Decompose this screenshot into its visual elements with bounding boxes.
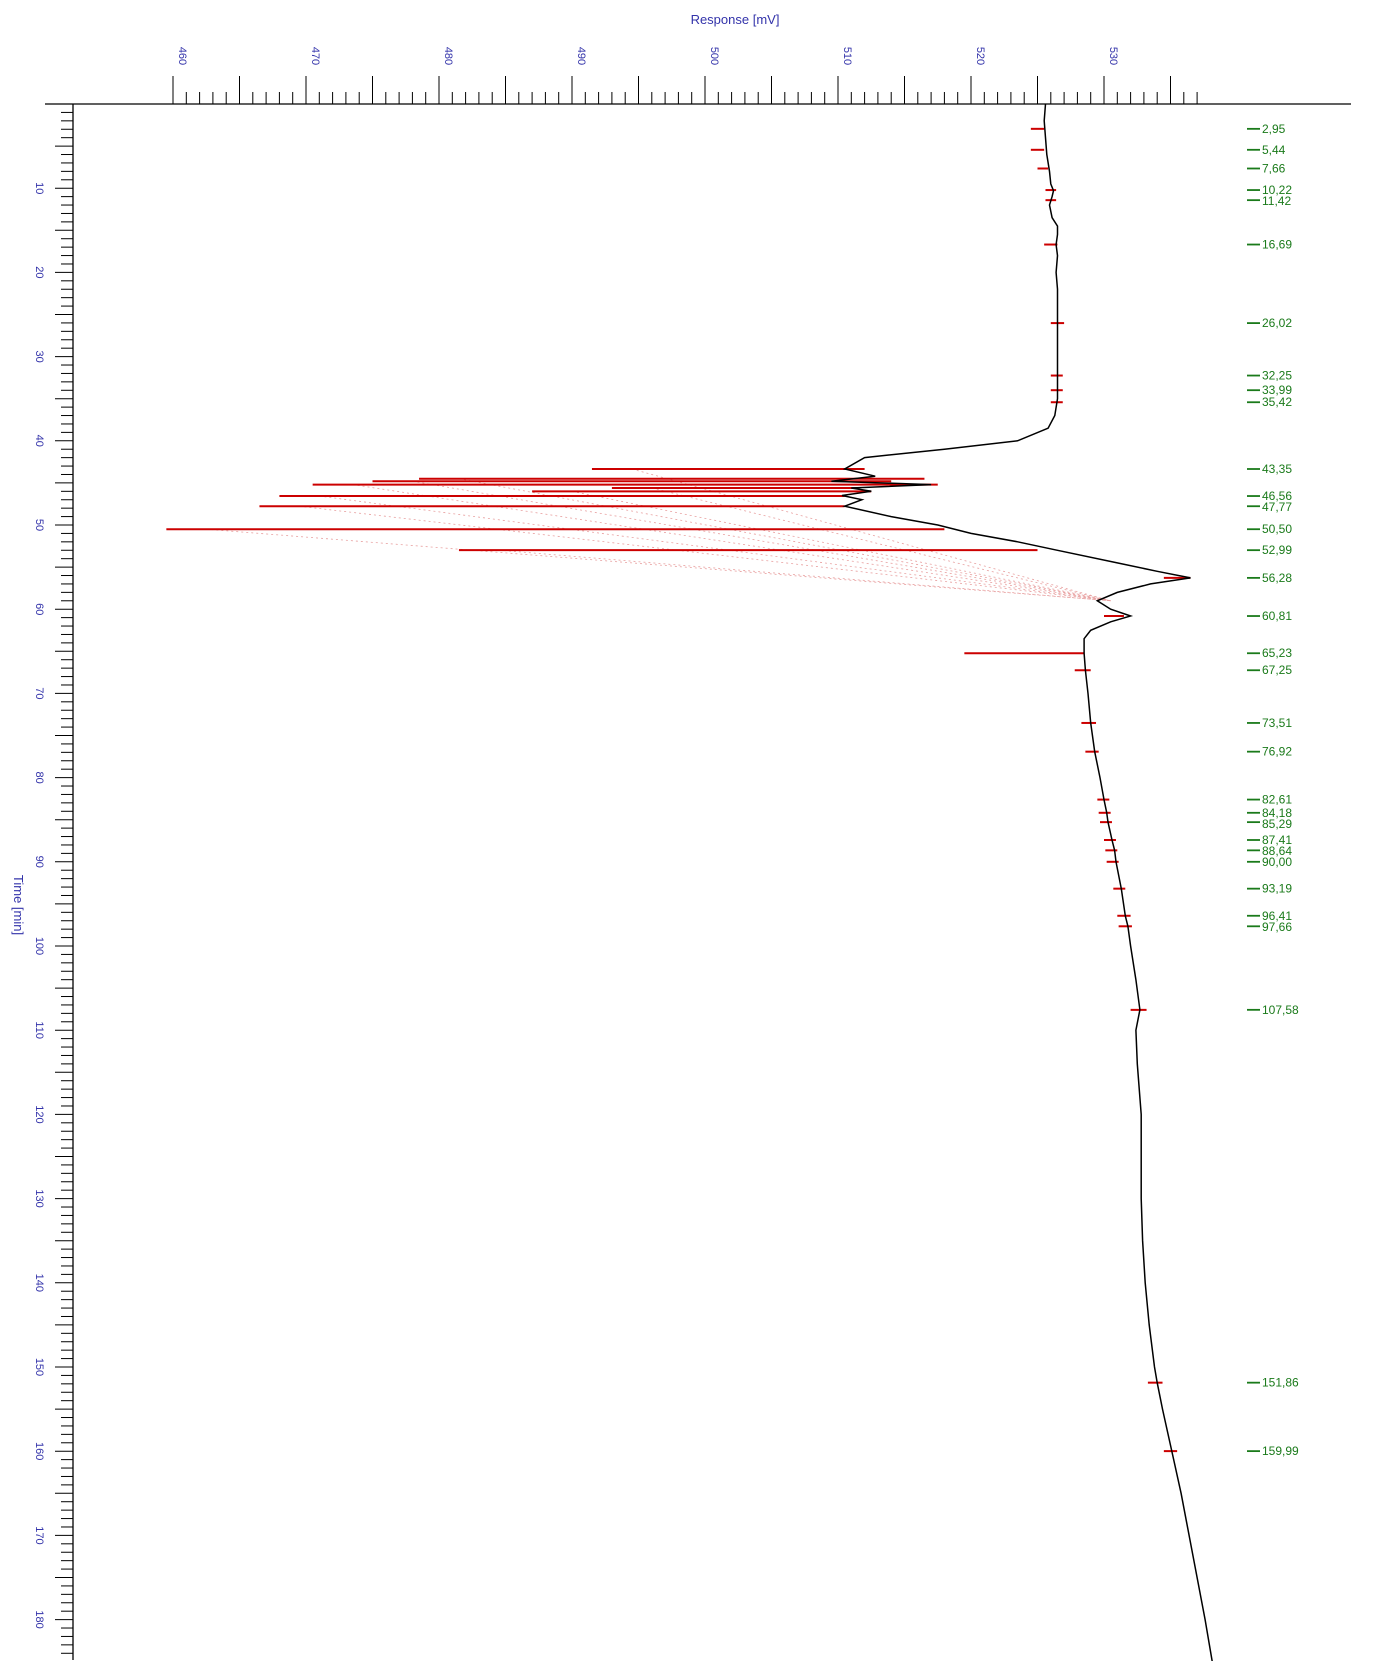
x-axis: 460 470 480 490 500 510 520 530 <box>45 47 1351 105</box>
retention-label: 65,23 <box>1262 646 1292 660</box>
retention-label: 35,42 <box>1262 395 1292 409</box>
retention-label: 87,41 <box>1262 833 1292 847</box>
retention-label: 85,29 <box>1262 817 1292 831</box>
peak-baseline <box>206 528 1111 602</box>
x-tick-label: 470 <box>309 47 321 65</box>
retention-label: 60,81 <box>1262 609 1292 623</box>
retention-label: 47,77 <box>1262 500 1292 514</box>
y-tick-label: 50 <box>33 519 45 531</box>
retention-label: 56,28 <box>1262 571 1292 585</box>
y-tick-label: 100 <box>33 937 45 955</box>
y-tick-label: 80 <box>33 771 45 783</box>
retention-label: 151,86 <box>1262 1376 1299 1390</box>
x-tick-label: 510 <box>841 47 853 65</box>
retention-label: 46,56 <box>1262 489 1292 503</box>
x-tick-label: 480 <box>442 47 454 65</box>
retention-label: 2,95 <box>1262 122 1286 136</box>
retention-label: 43,35 <box>1262 462 1292 476</box>
y-tick-label: 140 <box>33 1274 45 1292</box>
y-tick-label: 110 <box>33 1021 45 1039</box>
retention-label: 26,02 <box>1262 316 1292 330</box>
y-tick-label: 70 <box>33 687 45 699</box>
peak-baseline <box>319 495 1111 602</box>
y-axis: 10 20 30 40 50 60 70 80 90 100 110 120 130 140 150 160 1… <box>33 104 74 1660</box>
chromatogram-trace <box>831 103 1213 1661</box>
retention-label: 11,42 <box>1262 194 1291 208</box>
y-axis-title: Time [min] <box>11 875 26 935</box>
retention-label: 52,99 <box>1262 543 1292 557</box>
peak-baseline <box>651 487 1111 602</box>
retention-label: 33,99 <box>1262 383 1292 397</box>
x-tick-label: 460 <box>176 47 188 65</box>
retention-label: 50,50 <box>1262 522 1292 536</box>
y-tick-label: 40 <box>33 435 45 447</box>
retention-label: 88,64 <box>1262 844 1292 858</box>
y-tick-label: 160 <box>33 1442 45 1460</box>
x-axis-title: Response [mV] <box>691 12 780 27</box>
peak-baseline <box>572 490 1111 602</box>
peak-marker-group <box>166 127 1191 1453</box>
retention-label: 67,25 <box>1262 663 1292 677</box>
peak-baseline <box>352 484 1111 602</box>
y-tick-label: 20 <box>33 266 45 278</box>
retention-label: 16,69 <box>1262 238 1292 252</box>
retention-label: 84,18 <box>1262 806 1292 820</box>
y-tick-label: 60 <box>33 603 45 615</box>
y-tick-label: 180 <box>33 1610 45 1628</box>
x-tick-label: 490 <box>575 47 587 65</box>
retention-label: 96,41 <box>1262 909 1292 923</box>
retention-label: 32,25 <box>1262 369 1292 383</box>
retention-label: 159,99 <box>1262 1444 1299 1458</box>
peak-baseline <box>498 549 1111 602</box>
retention-label: 97,66 <box>1262 920 1292 934</box>
y-tick-label: 10 <box>33 182 45 194</box>
retention-label: 90,00 <box>1262 855 1292 869</box>
peak-baseline <box>299 505 1111 602</box>
retention-label: 76,92 <box>1262 745 1292 759</box>
peak-baseline <box>412 480 1111 602</box>
y-tick-label: 90 <box>33 856 45 868</box>
retention-label: 93,19 <box>1262 882 1292 896</box>
y-tick-label: 30 <box>33 350 45 362</box>
y-tick-label: 170 <box>33 1526 45 1544</box>
retention-label: 10,22 <box>1262 183 1292 197</box>
x-tick-label: 530 <box>1107 47 1119 65</box>
retention-label: 5,44 <box>1262 143 1286 157</box>
retention-label: 82,61 <box>1262 793 1292 807</box>
retention-label: 73,51 <box>1262 716 1292 730</box>
baseline-group <box>206 468 1111 602</box>
peak-baseline <box>458 478 1111 602</box>
y-tick-label: 150 <box>33 1358 45 1376</box>
x-tick-label: 500 <box>708 47 720 65</box>
retention-label: 107,58 <box>1262 1003 1299 1017</box>
y-tick-label: 120 <box>33 1105 45 1123</box>
y-tick-label: 130 <box>33 1189 45 1207</box>
x-tick-label: 520 <box>974 47 986 65</box>
retention-label: 7,66 <box>1262 161 1286 175</box>
